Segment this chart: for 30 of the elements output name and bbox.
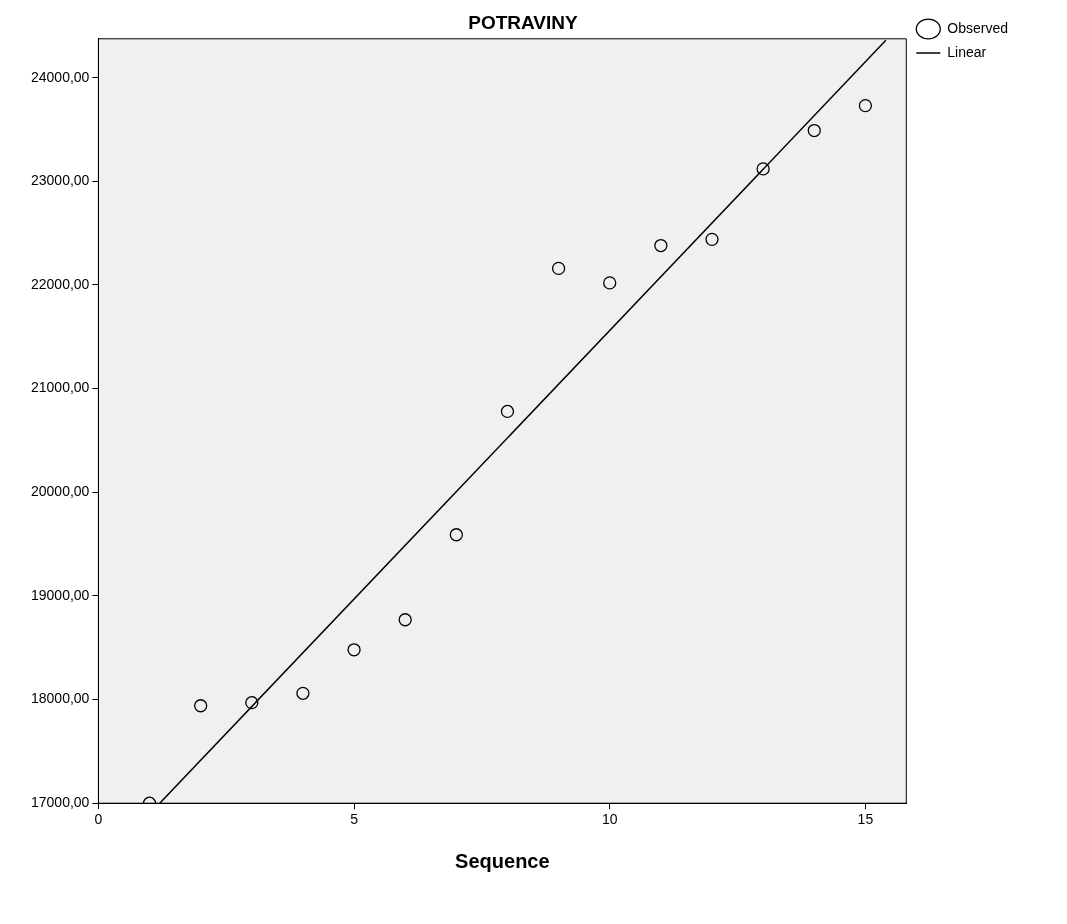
point	[398, 613, 412, 627]
x-axis-title: Sequence	[455, 849, 550, 872]
y-tick-label: 23000,00	[30, 172, 90, 189]
point	[654, 238, 668, 253]
y-tick-label: 24000,00	[30, 68, 90, 85]
x-tick-label: 15	[857, 811, 874, 828]
point	[858, 99, 873, 113]
point	[807, 123, 821, 138]
point	[551, 261, 566, 276]
y-tick-label: 18000,00	[30, 690, 90, 707]
point	[705, 232, 719, 247]
point	[449, 528, 463, 542]
point	[603, 276, 617, 290]
point	[347, 643, 361, 657]
chart-title: POTRAVINY	[468, 11, 579, 33]
point	[756, 162, 770, 176]
legend-label: Linear	[947, 43, 987, 60]
point	[296, 686, 310, 700]
legend-label: Observed	[947, 19, 1009, 36]
y-tick-label: 21000,00	[30, 379, 90, 396]
y-tick-label: 22000,00	[30, 275, 90, 292]
x-tick-label: 5	[350, 811, 359, 828]
point	[245, 696, 259, 710]
point	[500, 404, 515, 419]
point	[194, 699, 208, 713]
y-tick-label: 20000,00	[30, 483, 90, 500]
y-tick-label: 17000,00	[30, 794, 90, 811]
x-tick-label: 0	[94, 811, 103, 828]
y-tick-label: 19000,00	[30, 586, 90, 603]
x-tick-label: 10	[601, 811, 618, 828]
